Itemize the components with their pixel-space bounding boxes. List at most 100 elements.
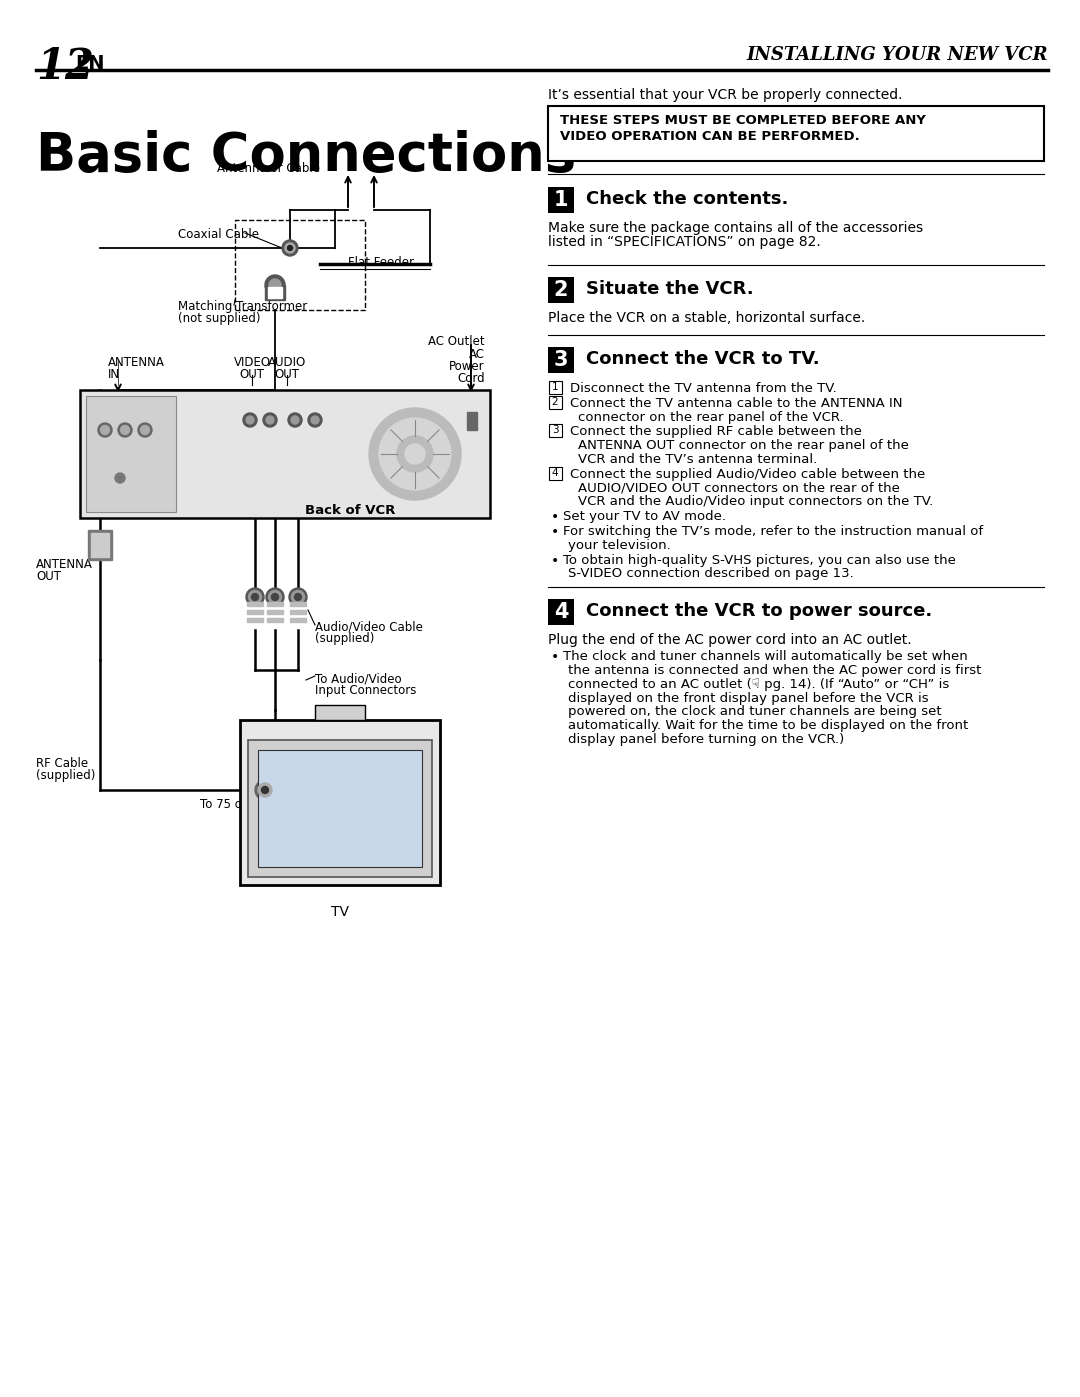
Bar — [267, 617, 283, 622]
Bar — [86, 395, 176, 511]
Bar — [548, 187, 573, 212]
Bar — [91, 534, 109, 557]
Circle shape — [379, 418, 451, 490]
Bar — [291, 610, 306, 615]
Circle shape — [266, 588, 284, 606]
Text: AUDIO: AUDIO — [268, 356, 306, 369]
Text: It’s essential that your VCR be properly connected.: It’s essential that your VCR be properly… — [548, 88, 903, 102]
Text: (supplied): (supplied) — [36, 768, 95, 782]
Circle shape — [292, 591, 305, 604]
Circle shape — [258, 782, 272, 798]
Circle shape — [100, 426, 109, 434]
Text: Connect the supplied Audio/Video cable between the: Connect the supplied Audio/Video cable b… — [570, 468, 926, 481]
Circle shape — [311, 416, 319, 425]
Bar — [265, 285, 285, 300]
Circle shape — [265, 275, 285, 295]
Circle shape — [246, 588, 264, 606]
Circle shape — [289, 588, 307, 606]
Text: IN: IN — [108, 367, 120, 381]
Circle shape — [308, 414, 322, 427]
Text: TV: TV — [330, 905, 349, 919]
Text: Place the VCR on a stable, horizontal surface.: Place the VCR on a stable, horizontal su… — [548, 312, 865, 326]
Text: INSTALLING YOUR NEW VCR: INSTALLING YOUR NEW VCR — [746, 46, 1048, 64]
Text: OUT: OUT — [36, 570, 60, 583]
Text: Connect the VCR to TV.: Connect the VCR to TV. — [586, 351, 820, 367]
Circle shape — [369, 408, 461, 500]
Text: S-VIDEO connection described on page 13.: S-VIDEO connection described on page 13. — [568, 567, 854, 580]
Text: displayed on the front display panel before the VCR is: displayed on the front display panel bef… — [568, 692, 929, 704]
Text: Make sure the package contains all of the accessories: Make sure the package contains all of th… — [548, 221, 923, 235]
Text: ANTENNA: ANTENNA — [108, 356, 165, 369]
Circle shape — [266, 416, 274, 425]
Bar — [247, 617, 264, 622]
Circle shape — [282, 240, 298, 256]
Text: Antenna or Cable: Antenna or Cable — [217, 162, 320, 175]
Circle shape — [264, 414, 276, 427]
Bar — [291, 602, 306, 606]
Text: Matching Transformer: Matching Transformer — [178, 300, 307, 313]
Circle shape — [118, 423, 132, 437]
Text: Coaxial Cable: Coaxial Cable — [178, 228, 259, 242]
Bar — [87, 529, 112, 560]
Text: Flat Feeder: Flat Feeder — [348, 256, 414, 270]
Text: your television.: your television. — [568, 539, 671, 552]
Text: (supplied): (supplied) — [315, 631, 375, 645]
Text: Connect the supplied RF cable between the: Connect the supplied RF cable between th… — [570, 426, 862, 439]
Bar — [267, 610, 283, 615]
Circle shape — [138, 423, 152, 437]
Bar — [268, 286, 282, 298]
Circle shape — [246, 416, 254, 425]
Text: To 75 ohm Terminal: To 75 ohm Terminal — [200, 798, 315, 812]
Circle shape — [287, 246, 293, 250]
Text: 4: 4 — [552, 468, 558, 478]
Bar — [467, 412, 477, 430]
Bar — [549, 395, 562, 409]
Text: 12: 12 — [36, 46, 94, 88]
Text: 2: 2 — [554, 279, 568, 300]
Circle shape — [397, 436, 433, 472]
Bar — [548, 346, 573, 373]
Text: EN: EN — [75, 54, 105, 73]
Bar — [247, 610, 264, 615]
Text: 1: 1 — [552, 381, 558, 393]
Bar — [235, 219, 365, 310]
Text: connected to an AC outlet (☟ pg. 14). (If “Auto” or “CH” is: connected to an AC outlet (☟ pg. 14). (I… — [568, 678, 949, 690]
Text: display panel before turning on the VCR.): display panel before turning on the VCR.… — [568, 733, 845, 746]
Text: •: • — [551, 525, 559, 539]
Text: Connect the TV antenna cable to the ANTENNA IN: Connect the TV antenna cable to the ANTE… — [570, 397, 903, 409]
Text: •: • — [551, 510, 559, 524]
Circle shape — [271, 594, 279, 601]
Circle shape — [288, 414, 302, 427]
Text: AC Outlet: AC Outlet — [429, 335, 485, 348]
Text: Connect the VCR to power source.: Connect the VCR to power source. — [586, 602, 932, 620]
Text: AUDIO/VIDEO OUT connectors on the rear of the: AUDIO/VIDEO OUT connectors on the rear o… — [578, 482, 900, 495]
Text: Audio/Video Cable: Audio/Video Cable — [315, 620, 423, 633]
Text: listed in “SPECIFICATIONS” on page 82.: listed in “SPECIFICATIONS” on page 82. — [548, 235, 821, 249]
Text: For switching the TV’s mode, refer to the instruction manual of: For switching the TV’s mode, refer to th… — [563, 525, 983, 538]
Bar — [549, 467, 562, 479]
Text: To Audio/Video: To Audio/Video — [315, 672, 402, 685]
Text: Basic Connections: Basic Connections — [36, 130, 576, 182]
Circle shape — [291, 416, 299, 425]
Text: VCR and the TV’s antenna terminal.: VCR and the TV’s antenna terminal. — [578, 453, 818, 467]
Text: OUT: OUT — [274, 367, 299, 381]
Text: RF Cable: RF Cable — [36, 757, 89, 770]
Circle shape — [255, 780, 275, 800]
Text: 2: 2 — [552, 397, 558, 407]
Text: ANTENNA OUT connector on the rear panel of the: ANTENNA OUT connector on the rear panel … — [578, 439, 909, 453]
Circle shape — [98, 423, 112, 437]
Circle shape — [295, 594, 301, 601]
Text: 3: 3 — [552, 426, 558, 436]
Circle shape — [252, 594, 258, 601]
Text: powered on, the clock and tuner channels are being set: powered on, the clock and tuner channels… — [568, 705, 942, 718]
Bar — [80, 390, 490, 518]
Bar — [315, 705, 365, 719]
Text: VCR and the Audio/Video input connectors on the TV.: VCR and the Audio/Video input connectors… — [578, 496, 933, 509]
Bar — [258, 750, 422, 868]
Bar — [549, 425, 562, 437]
Text: •: • — [551, 650, 559, 664]
Text: VIDEO OPERATION CAN BE PERFORMED.: VIDEO OPERATION CAN BE PERFORMED. — [561, 130, 860, 142]
Text: Power: Power — [449, 360, 485, 373]
Circle shape — [261, 787, 269, 793]
Text: 4: 4 — [554, 602, 568, 622]
